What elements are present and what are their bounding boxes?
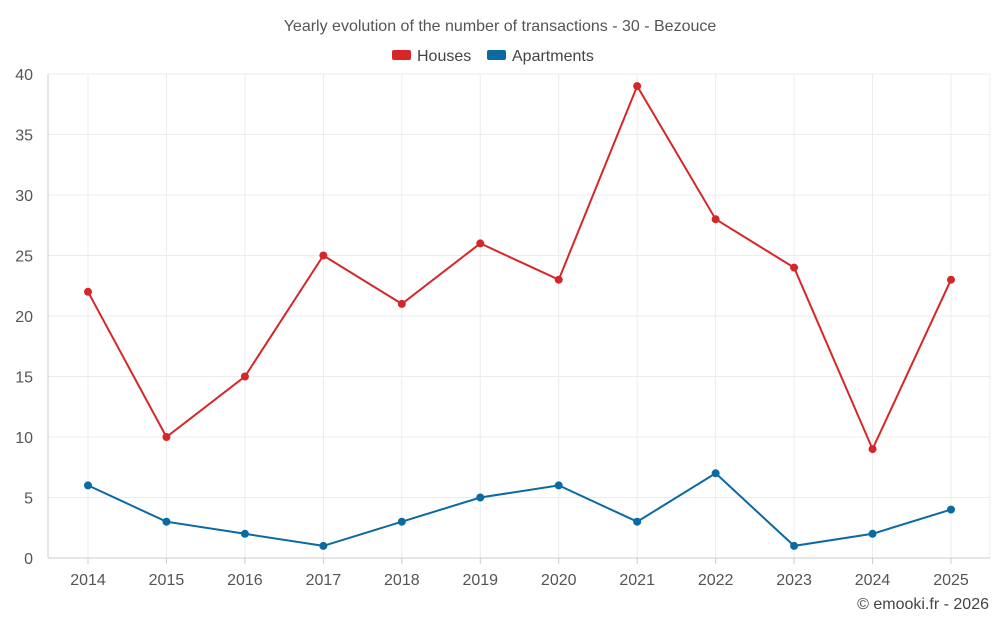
y-tick-label: 10 — [15, 430, 33, 447]
data-point-apartments[interactable] — [554, 481, 563, 490]
data-point-houses[interactable] — [319, 251, 328, 260]
y-tick-label: 5 — [24, 491, 33, 508]
x-tick-label: 2014 — [70, 572, 106, 589]
y-tick-label: 25 — [15, 249, 33, 266]
data-point-apartments[interactable] — [633, 517, 642, 526]
data-point-houses[interactable] — [554, 275, 563, 284]
data-point-houses[interactable] — [240, 372, 249, 381]
y-tick-label: 20 — [15, 309, 33, 326]
data-point-houses[interactable] — [162, 433, 171, 441]
x-tick-label: 2015 — [149, 572, 185, 589]
data-point-apartments[interactable] — [790, 541, 799, 550]
data-point-apartments[interactable] — [868, 529, 877, 538]
data-point-houses[interactable] — [397, 299, 406, 308]
data-point-apartments[interactable] — [319, 541, 328, 550]
x-tick-label: 2022 — [698, 572, 734, 589]
data-point-apartments[interactable] — [947, 505, 955, 514]
series-line-houses — [87, 83, 952, 452]
data-point-apartments[interactable] — [84, 481, 92, 490]
x-tick-label: 2019 — [462, 572, 498, 589]
x-tick-label: 2018 — [384, 572, 420, 589]
grid — [48, 73, 991, 558]
y-tick-label: 35 — [15, 128, 33, 145]
data-point-houses[interactable] — [476, 239, 485, 248]
legend-swatch-houses — [392, 50, 411, 60]
legend-label-houses[interactable]: Houses — [417, 48, 471, 65]
y-tick-label: 0 — [24, 551, 33, 568]
data-point-houses[interactable] — [947, 275, 955, 284]
data-point-apartments[interactable] — [162, 517, 171, 526]
data-point-apartments[interactable] — [240, 529, 249, 538]
data-point-apartments[interactable] — [476, 493, 485, 502]
data-point-houses[interactable] — [868, 445, 877, 454]
data-point-houses[interactable] — [711, 215, 720, 224]
x-tick-label: 2016 — [227, 572, 263, 589]
x-tick-label: 2017 — [306, 572, 342, 589]
x-tick-label: 2020 — [541, 572, 577, 589]
y-tick-label: 15 — [15, 370, 33, 387]
data-point-apartments[interactable] — [397, 517, 406, 526]
x-tick-label: 2025 — [933, 572, 969, 589]
data-point-houses[interactable] — [633, 82, 642, 91]
chart-title: Yearly evolution of the number of transa… — [284, 18, 717, 35]
legend-swatch-apartments — [487, 50, 506, 60]
y-tick-label: 30 — [15, 188, 33, 205]
x-tick-label: 2023 — [776, 572, 812, 589]
data-point-apartments[interactable] — [711, 469, 720, 478]
credit-text: © emooki.fr - 2026 — [857, 596, 989, 613]
data-point-houses[interactable] — [790, 263, 799, 272]
legend-label-apartments[interactable]: Apartments — [512, 48, 594, 65]
legend: Houses Apartments — [392, 48, 594, 65]
x-tick-label: 2024 — [855, 572, 891, 589]
series-line-apartments — [87, 472, 952, 547]
data-point-houses[interactable] — [84, 287, 92, 296]
series — [84, 82, 955, 550]
y-tick-label: 40 — [15, 67, 33, 84]
x-tick-label: 2021 — [619, 572, 655, 589]
